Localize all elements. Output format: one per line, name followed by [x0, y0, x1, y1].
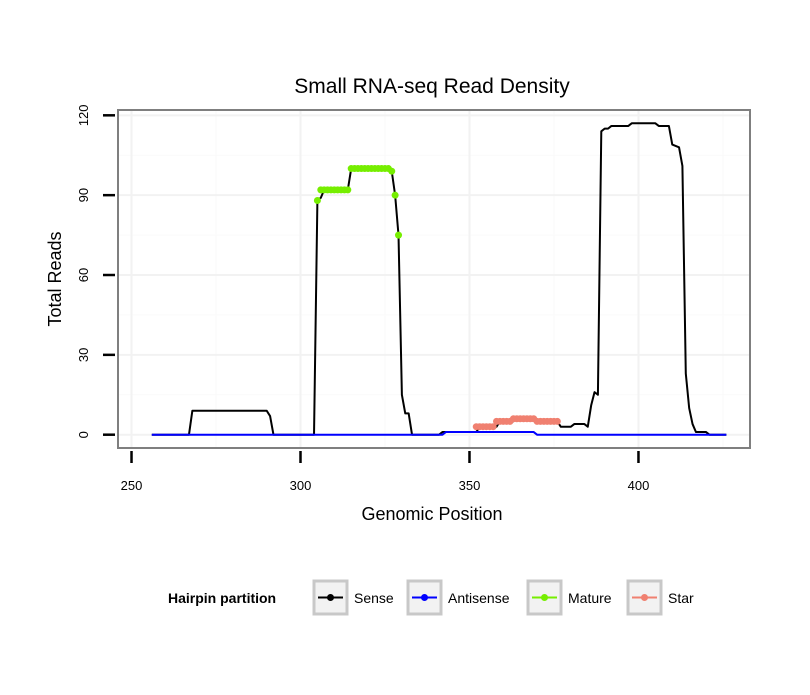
legend-key-point	[327, 594, 334, 601]
y-tick-label: 30	[76, 348, 91, 362]
plot-border	[117, 109, 751, 449]
x-tick-label: 300	[290, 478, 312, 493]
y-tick-label: 120	[76, 104, 91, 126]
x-tick-label: 250	[121, 478, 143, 493]
chart-title: Small RNA-seq Read Density	[294, 75, 570, 98]
star-point	[553, 417, 561, 425]
y-tick-label: 60	[76, 268, 91, 282]
legend-label-star: Star	[668, 590, 694, 606]
mature-point	[388, 167, 396, 175]
legend-entries: Sense Antisense Mature Star	[312, 579, 694, 616]
legend-item-sense: Sense	[312, 579, 394, 616]
legend: Hairpin partition Sense Antisense Mature St…	[168, 579, 694, 616]
legend-label-sense: Sense	[354, 590, 394, 606]
series-mature	[313, 165, 403, 239]
x-tick-label: 400	[628, 478, 650, 493]
legend-title: Hairpin partition	[168, 590, 276, 606]
legend-key-point	[641, 594, 648, 601]
antisense-line	[151, 431, 727, 436]
series-layer	[151, 122, 727, 436]
mature-point	[344, 186, 352, 194]
star-point	[489, 423, 497, 431]
legend-label-antisense: Antisense	[448, 590, 510, 606]
legend-key-point	[541, 594, 548, 601]
y-axis-title: Total Reads	[45, 231, 65, 326]
grid	[118, 110, 750, 448]
y-tick-label: 90	[76, 188, 91, 202]
y-axis: 0 30 60 90 120	[76, 104, 115, 438]
series-star	[472, 415, 561, 431]
x-tick-label: 350	[459, 478, 481, 493]
legend-key-point	[421, 594, 428, 601]
legend-item-star: Star	[626, 579, 694, 616]
legend-item-mature: Mature	[526, 579, 612, 616]
mature-point	[391, 191, 399, 199]
y-tick-label: 0	[76, 431, 91, 438]
legend-item-antisense: Antisense	[406, 579, 510, 616]
mature-point	[313, 196, 321, 204]
plot-panel	[118, 110, 750, 448]
series-antisense	[151, 431, 727, 436]
x-axis: 250 300 350 400	[121, 451, 650, 493]
mature-point	[395, 231, 403, 239]
legend-label-mature: Mature	[568, 590, 612, 606]
x-axis-title: Genomic Position	[361, 504, 502, 524]
